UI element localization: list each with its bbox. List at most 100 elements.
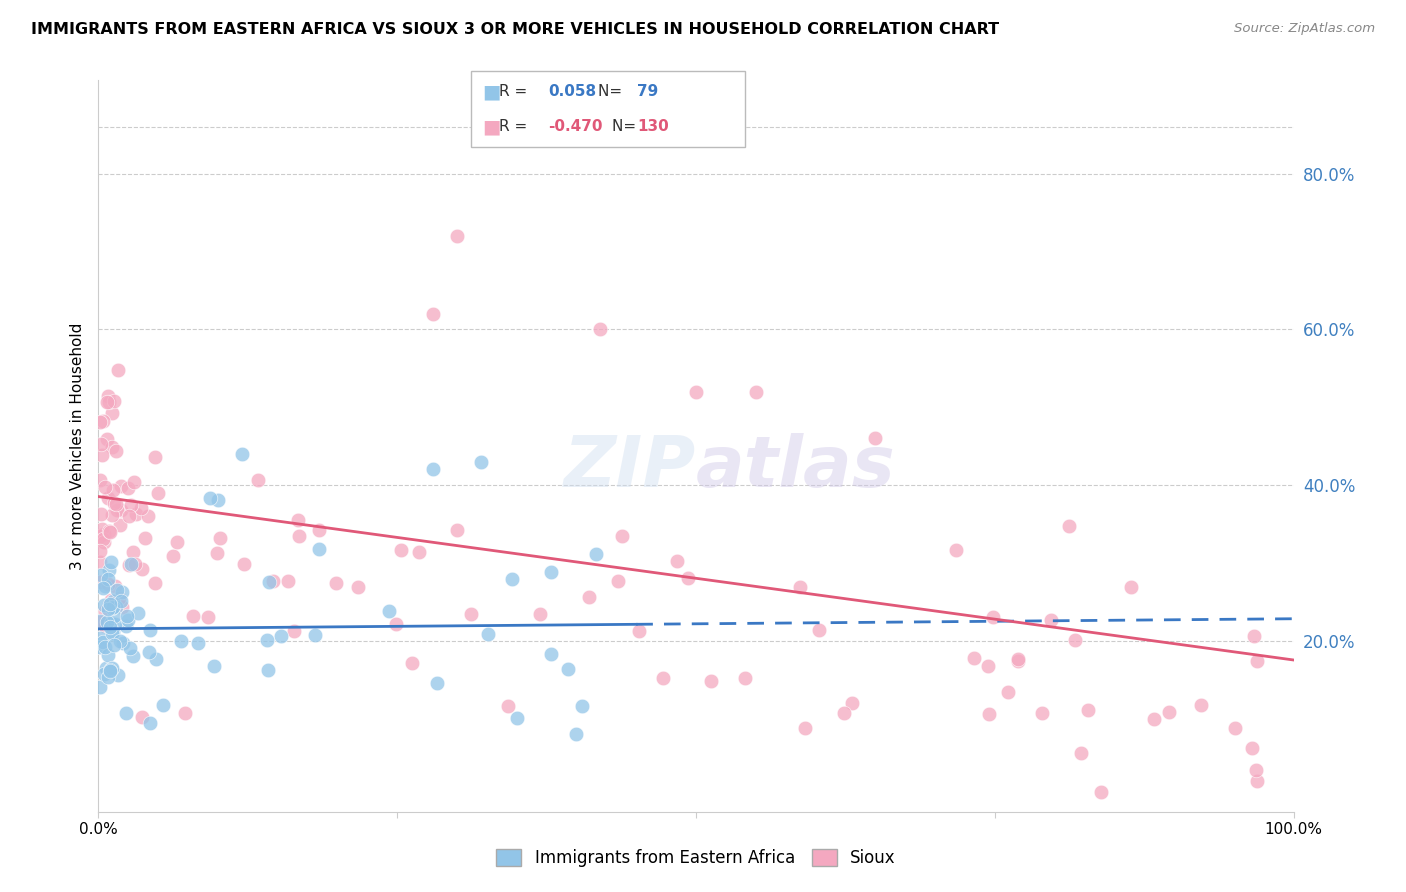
Text: R =: R =: [499, 120, 533, 134]
Point: [89, 544, 111, 558]
Point: [90, 568, 112, 582]
Point: [94, 661, 117, 675]
Point: [89, 415, 111, 429]
Point: [865, 431, 887, 445]
Point: [789, 580, 811, 594]
Point: [97, 491, 120, 505]
Point: [389, 542, 412, 557]
Point: [110, 594, 132, 608]
Point: [100, 660, 122, 674]
Text: N=: N=: [598, 85, 627, 99]
Point: [496, 699, 519, 714]
Point: [308, 541, 330, 556]
Point: [122, 648, 145, 663]
Point: [104, 579, 127, 593]
Point: [97, 576, 120, 591]
Point: [1077, 703, 1099, 717]
Point: [89, 631, 111, 645]
Point: [121, 545, 143, 559]
Point: [107, 668, 129, 682]
Point: [145, 652, 167, 666]
Point: [101, 600, 124, 615]
Point: [93, 598, 115, 612]
Point: [120, 499, 142, 513]
Point: [117, 608, 139, 623]
Point: [174, 706, 197, 720]
Point: [98, 598, 121, 612]
Text: 0.058: 0.058: [548, 85, 596, 99]
Point: [101, 508, 124, 523]
Point: [90, 449, 112, 463]
Point: [979, 707, 1001, 722]
Point: [143, 576, 166, 591]
Point: [446, 228, 468, 243]
Point: [103, 483, 125, 497]
Text: -0.470: -0.470: [548, 120, 603, 134]
Point: [963, 651, 986, 665]
Point: [89, 473, 111, 487]
Point: [91, 522, 114, 536]
Point: [101, 406, 124, 420]
Point: [832, 706, 855, 720]
Point: [270, 629, 292, 643]
Point: [540, 565, 562, 579]
Point: [91, 533, 114, 547]
Point: [506, 711, 529, 725]
Point: [139, 716, 162, 731]
Point: [745, 384, 768, 399]
Point: [100, 663, 122, 677]
Point: [277, 574, 299, 588]
Point: [129, 500, 152, 515]
Point: [97, 572, 120, 586]
Point: [110, 502, 132, 516]
Point: [169, 634, 191, 648]
Point: [97, 389, 120, 403]
Point: [118, 508, 141, 523]
Point: [1159, 705, 1181, 719]
Point: [198, 491, 221, 506]
Point: [91, 414, 114, 428]
Point: [401, 657, 423, 671]
Point: [118, 558, 141, 573]
Point: [1064, 633, 1087, 648]
Point: [325, 576, 347, 591]
Point: [103, 609, 125, 624]
Point: [197, 610, 219, 624]
Point: [103, 638, 125, 652]
Text: R =: R =: [499, 85, 533, 99]
Point: [1007, 654, 1029, 668]
Point: [98, 394, 121, 409]
Point: [89, 640, 111, 654]
Point: [557, 662, 579, 676]
Point: [304, 628, 326, 642]
Point: [105, 503, 128, 517]
Point: [607, 574, 630, 588]
Point: [96, 615, 118, 629]
Point: [103, 593, 125, 607]
Point: [808, 623, 831, 637]
Point: [97, 563, 120, 577]
Point: [565, 727, 588, 741]
Point: [205, 546, 228, 560]
Point: [460, 607, 482, 621]
Point: [207, 493, 229, 508]
Point: [1246, 774, 1268, 789]
Point: [134, 531, 156, 545]
Point: [287, 513, 309, 527]
Point: [734, 671, 756, 685]
Point: [1241, 741, 1264, 756]
Point: [94, 579, 117, 593]
Point: [89, 575, 111, 590]
Point: [470, 454, 492, 468]
Point: [152, 698, 174, 712]
Point: [94, 604, 117, 618]
Point: [94, 640, 117, 654]
Point: [100, 555, 122, 569]
Point: [283, 624, 305, 638]
Point: [101, 599, 124, 614]
Point: [97, 602, 120, 616]
Point: [90, 437, 112, 451]
Point: [408, 545, 430, 559]
Point: [98, 620, 121, 634]
Point: [91, 582, 114, 596]
